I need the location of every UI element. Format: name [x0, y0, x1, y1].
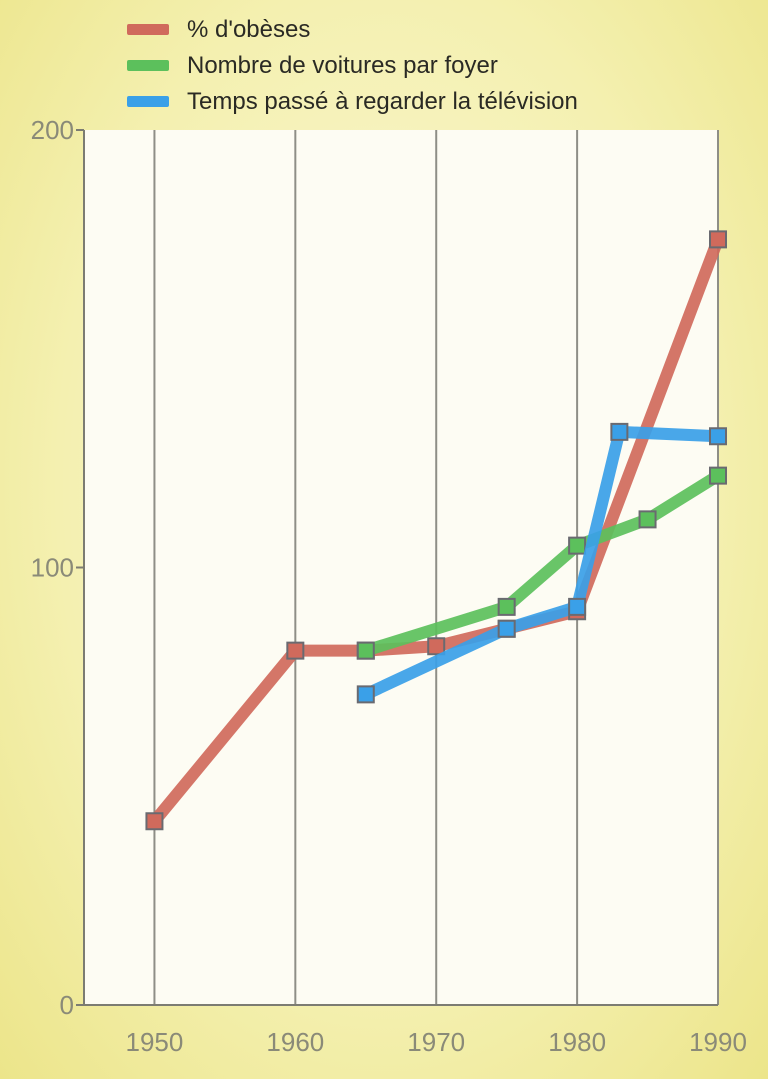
series-1-point-1 [145, 812, 164, 831]
legend-swatch-1 [127, 24, 169, 35]
plot-background [84, 130, 718, 1005]
series-2-point-2 [497, 597, 516, 616]
series-1-point-4 [427, 637, 446, 656]
y-tick-label-200: 200 [31, 115, 74, 145]
legend-label-1: % d'obèses [187, 16, 310, 43]
series-3-point-5 [709, 427, 727, 446]
series-2-point-1 [356, 641, 375, 660]
chart-grid [153, 130, 719, 1005]
x-tick-label-1970: 1970 [407, 1027, 465, 1057]
series-3-point-3 [568, 597, 587, 616]
series-2-point-5 [709, 466, 727, 485]
chart-series [145, 230, 727, 831]
x-tick-label-1950: 1950 [126, 1027, 184, 1057]
series-3-point-1 [356, 685, 375, 704]
legend-label-3: Temps passé à regarder la télévision [187, 88, 578, 115]
y-tick-label-0: 0 [60, 990, 74, 1020]
y-tick-label-100: 100 [31, 553, 74, 583]
x-tick-label-1960: 1960 [266, 1027, 324, 1057]
plot-area [84, 130, 718, 1005]
series-3-point-4 [610, 422, 629, 441]
series-2-point-4 [638, 510, 657, 529]
series-1-point-2 [286, 641, 305, 660]
legend-label-2: Nombre de voitures par foyer [187, 52, 498, 79]
series-2-point-3 [568, 536, 587, 555]
series-1-point-7 [709, 230, 727, 249]
chart-tick-labels: 0 100 200 1950 1960 1970 1980 1990 [31, 115, 747, 1057]
legend-swatch-2 [127, 60, 169, 71]
series-3-point-2 [497, 619, 516, 638]
x-tick-label-1990: 1990 [689, 1027, 747, 1057]
legend-swatch-3 [127, 96, 169, 107]
x-tick-label-1980: 1980 [548, 1027, 606, 1057]
series-2 [356, 466, 727, 660]
chart-legend: % d'obèses Nombre de voitures par foyer Te… [127, 16, 578, 115]
series-3 [356, 422, 727, 704]
